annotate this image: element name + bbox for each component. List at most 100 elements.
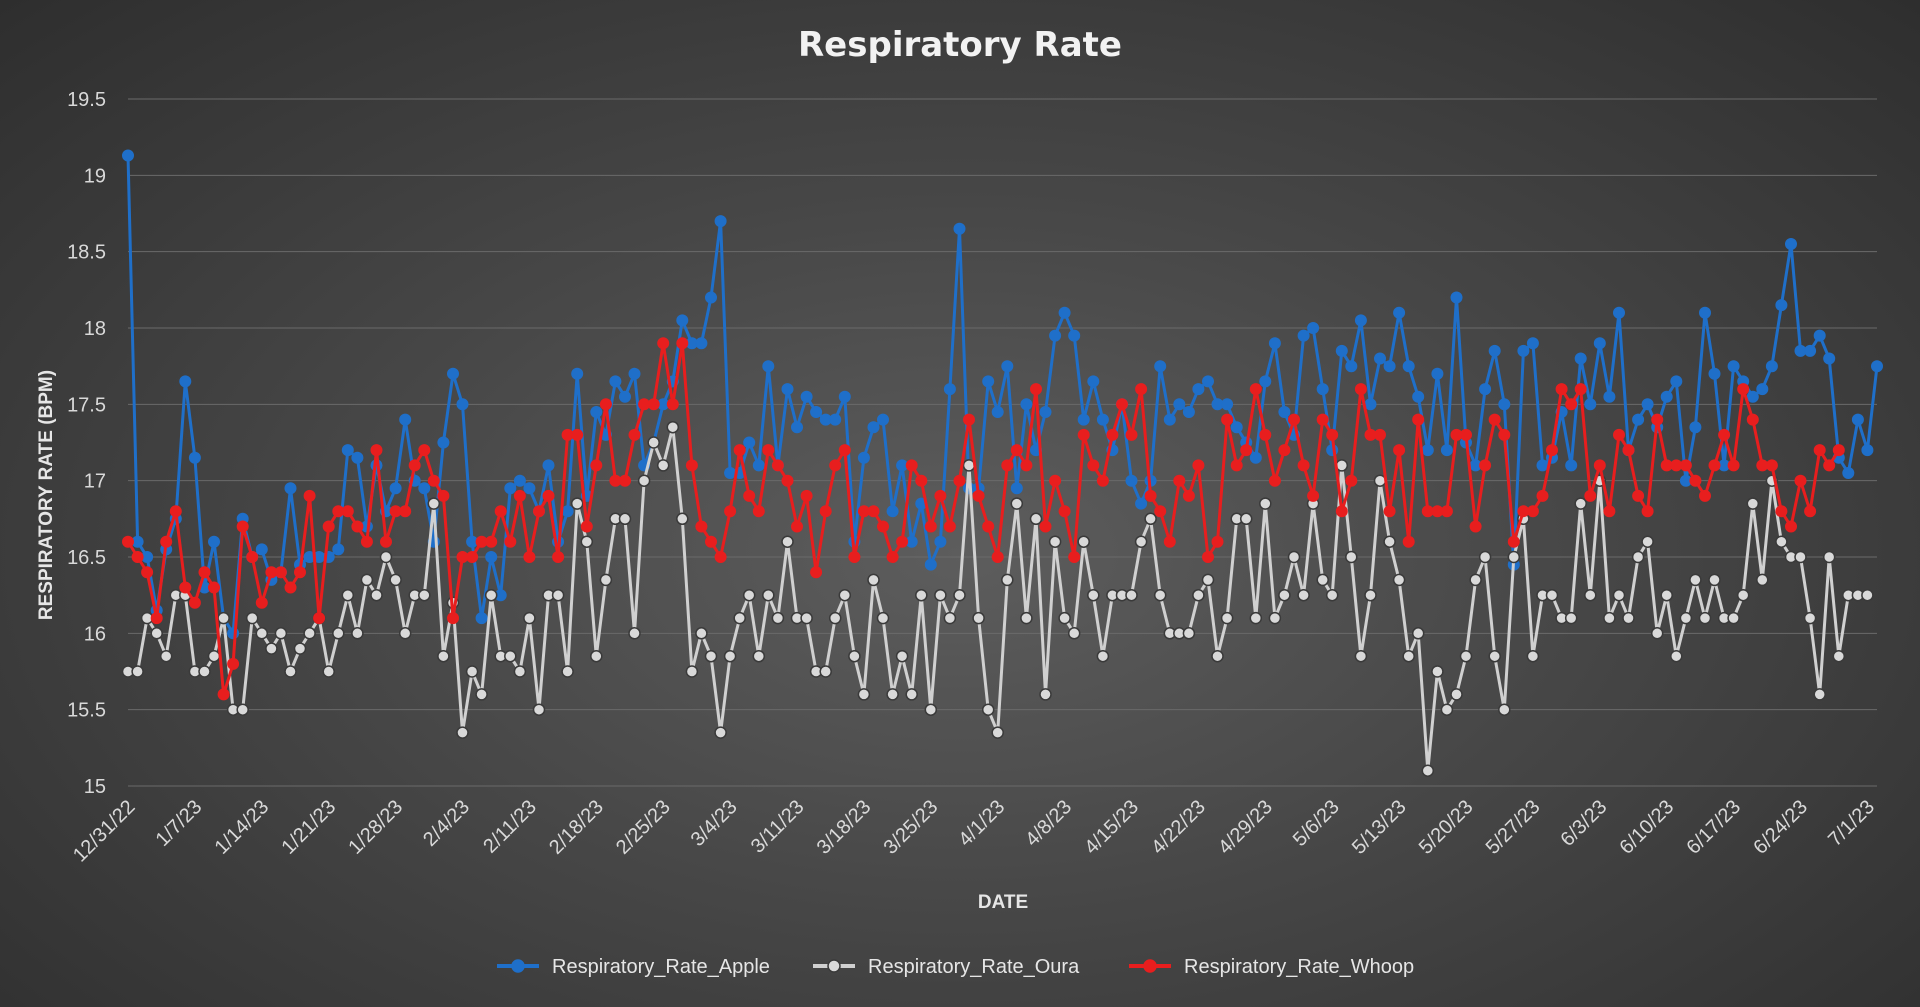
data-point [1163,413,1176,426]
data-point [150,612,163,625]
data-point [1603,505,1616,518]
data-point [1144,489,1157,502]
data-point [284,665,297,678]
data-point [1813,444,1826,457]
data-point [628,367,641,380]
data-point [1785,520,1797,533]
y-tick-label: 16 [84,623,106,645]
data-point [905,459,918,472]
data-point [1861,588,1874,602]
data-point [1545,588,1559,602]
data-point [1345,474,1358,487]
x-tick-label: 2/18/23 [545,796,608,859]
data-point [1775,535,1788,548]
data-point [1335,344,1348,357]
data-point [1154,360,1167,373]
data-point [1813,329,1826,342]
y-axis-ticks: 15 15.5 16 16.5 17 17.5 18 18.5 19 19.5 [67,89,106,798]
data-point [953,588,966,602]
data-point [1058,306,1071,319]
data-point [1039,406,1052,418]
data-point [1699,306,1711,319]
data-point [771,611,785,625]
data-point [810,406,823,418]
data-point [1708,367,1721,380]
data-point [1822,550,1836,564]
data-point [1450,688,1463,701]
data-point [542,459,555,472]
data-point [179,581,192,594]
data-point [676,337,689,350]
data-point [590,459,603,472]
data-point [1871,360,1883,373]
data-point [905,688,918,701]
data-point [1679,459,1692,472]
data-point [666,398,679,411]
data-point [217,611,230,625]
x-tick-label: 1/14/23 [211,796,274,859]
x-tick-label: 6/10/23 [1616,796,1679,859]
data-point [1440,703,1454,716]
data-point [1249,611,1263,625]
data-point [523,482,536,495]
data-point [838,588,852,602]
data-point [1096,413,1109,426]
data-point [1029,512,1043,526]
data-point [1230,459,1243,472]
data-point [1087,588,1100,602]
data-point [800,611,813,625]
data-point [1526,337,1539,350]
data-point [399,413,412,426]
data-point [1440,505,1453,518]
data-point [504,482,517,495]
data-point [896,535,909,548]
data-point [399,505,412,518]
data-point [341,505,354,518]
data-point [676,314,689,327]
data-point [1851,413,1864,426]
data-point [972,611,985,625]
data-point [1221,413,1234,426]
data-point [1116,398,1128,411]
data-point [370,444,383,457]
data-point [1230,421,1243,434]
data-point [284,581,297,594]
x-tick-label: 1/21/23 [277,796,340,859]
data-point [1421,444,1434,457]
data-point [255,627,269,640]
data-point [513,665,527,678]
y-tick-label: 15.5 [67,700,106,722]
data-point [1804,505,1817,518]
data-point [943,520,956,533]
data-point [609,375,622,388]
y-tick-label: 17.5 [67,394,106,416]
data-point [972,489,985,502]
data-point [829,459,842,472]
data-point [781,535,794,548]
data-point [1402,649,1415,663]
data-point [437,489,450,502]
data-point [580,535,594,548]
x-tick-label: 2/4/23 [419,796,474,851]
data-point [666,420,680,434]
data-point [1278,588,1291,602]
data-point [1765,459,1778,472]
x-tick-label: 3/18/23 [813,796,876,859]
data-point [1364,588,1377,602]
x-tick-label: 4/1/23 [954,796,1009,851]
data-point [1077,413,1090,426]
data-point [723,649,737,663]
legend-label: Respiratory_Rate_Whoop [1184,956,1414,978]
data-point [982,520,995,533]
data-point [810,566,823,579]
data-point [1345,360,1358,373]
data-point [1259,375,1272,388]
data-point [953,222,966,235]
data-point [791,421,803,434]
data-point [1612,588,1626,602]
data-point [513,474,526,487]
data-point [1756,573,1769,587]
data-point [246,551,259,563]
data-point [1832,444,1845,457]
data-point [1479,459,1492,472]
